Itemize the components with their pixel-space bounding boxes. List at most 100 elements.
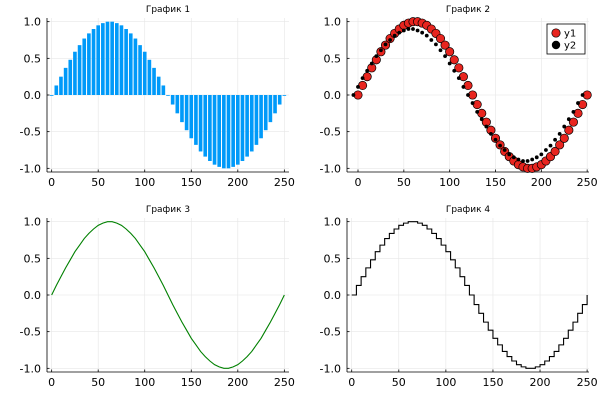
p4-x-tick-label-50: 50 [392,376,406,389]
p2-point-y2-18 [434,42,438,47]
p4-y-tick-label-0: -1.0 [320,362,341,375]
p4-x-tick-label-200: 200 [530,376,551,389]
p4-x-tick-label-0: 0 [348,376,355,389]
p1-bar-26 [170,95,175,105]
p2-point-y2-32 [498,143,502,148]
p1-bar-28 [180,95,184,123]
p1-bar-49 [277,95,282,105]
p2-point-y1-22 [454,63,464,73]
p2-point-y1-26 [472,99,482,110]
legend-label-y1: y1 [564,29,576,40]
legend-box [546,23,586,55]
p2-point-y2-6 [379,48,383,53]
p1-bar-39 [231,95,235,167]
p2-point-y1-21 [449,55,459,65]
p1-bar-18 [133,38,138,95]
p2-point-y1-24 [463,80,473,91]
p2-point-y2-24 [461,85,466,89]
p1-y-tick-label-4: 1.0 [24,16,42,29]
p2-point-y2-48 [571,109,576,114]
p3-y-tick-label-0: -1.0 [20,362,41,375]
p2-point-y2-4 [369,61,374,66]
p2-point-y2-7 [383,42,388,47]
p1-bar-34 [208,95,212,161]
p2-y-tick-label-3: 0.5 [324,52,342,65]
legend-label-y2: y2 [564,41,576,52]
p1-y-tick-label-1: -0.5 [20,126,41,139]
p3-x-tick-label-50: 50 [91,376,105,389]
panel-3: График 3 0 50 100 150 200 250 -1.0 -0.5 0.0 0.5 1.… [20,205,295,389]
p2-point-y2-21 [447,61,452,66]
p1-x-tick-label-150: 150 [181,176,202,189]
p1-bar-29 [184,95,189,131]
p2-point-y2-3 [365,68,370,73]
p2-point-y2-49 [576,101,580,105]
p2-point-y2-23 [456,76,461,81]
panel-2-title: График 2 [446,5,490,15]
p1-bar-25 [166,95,170,96]
p2-point-y2-50 [580,93,585,97]
p3-y-tick-label-2: 0.0 [24,289,42,302]
p2-point-y2-16 [424,33,429,38]
p2-point-y2-12 [406,27,411,31]
p2-point-y1-47 [568,117,578,127]
p2-point-y2-13 [411,27,415,31]
p2-point-y1-43 [550,146,560,157]
p4-y-tick-label-3: 0.5 [324,252,342,265]
p1-x-tick-label-100: 100 [134,176,155,189]
legend-marker-y2 [551,40,561,50]
p2-point-y2-2 [360,76,365,81]
p2-x-tick-label-250: 250 [577,176,598,189]
p1-bar-40 [235,95,240,165]
panel-4: График 4 0 50 100 150 200 250 -1.0 -0.5 0.0 0.5 1.… [320,205,598,389]
p1-bar-17 [128,33,133,95]
p1-bar-2 [59,76,63,95]
p1-bar-14 [114,23,119,96]
p1-bar-20 [142,51,147,95]
p1-x-tick-label-0: 0 [48,176,55,189]
p2-point-y2-45 [557,131,562,136]
p1-bar-44 [254,95,259,145]
p1-x-tick-label-50: 50 [91,176,105,189]
p1-bar-23 [156,76,161,95]
p2-point-y2-35 [511,155,516,160]
p2-point-y2-42 [544,148,548,152]
panel-3-title: График 3 [146,205,190,215]
p2-point-y1-23 [458,72,468,82]
p1-y-tick-label-2: 0.0 [24,89,42,102]
p1-bar-4 [68,59,73,95]
p2-x-tick-label-100: 100 [439,176,460,189]
p2-point-y2-44 [553,137,557,142]
p1-bar-27 [175,95,180,114]
p2-point-y2-38 [525,159,530,163]
p3-x-tick-label-200: 200 [227,376,248,389]
p1-bar-11 [101,23,105,96]
p2-point-y2-22 [452,68,457,73]
p3-x-tick-label-100: 100 [134,376,155,389]
p1-bar-36 [217,95,222,167]
p4-y-tick-label-4: 1.0 [324,216,342,229]
panel-2-legend: y1 y2 [546,23,586,55]
p4-x-tick-label-100: 100 [435,376,456,389]
p2-point-y2-47 [566,117,571,122]
p1-bar-15 [119,25,124,95]
p2-point-y2-19 [438,48,443,53]
p2-point-y2-31 [493,137,498,142]
p2-point-y1-46 [564,125,574,135]
p2-point-y2-46 [562,124,567,129]
p4-y-tick-label-1: -0.5 [320,326,341,339]
p1-bar-46 [263,95,268,131]
p2-point-y2-33 [502,148,507,152]
p1-bar-13 [110,21,114,96]
p3-x-tick-label-250: 250 [274,376,295,389]
p2-point-y2-9 [392,33,397,38]
p1-bar-38 [226,95,231,169]
p1-bar-24 [161,85,166,95]
p2-point-y2-34 [507,152,512,157]
p2-point-y2-27 [475,109,480,114]
p2-point-y2-1 [356,85,360,89]
p2-y-tick-label-2: 0.0 [324,89,342,102]
p2-point-y1-27 [477,108,487,118]
p2-point-y2-25 [466,93,470,97]
